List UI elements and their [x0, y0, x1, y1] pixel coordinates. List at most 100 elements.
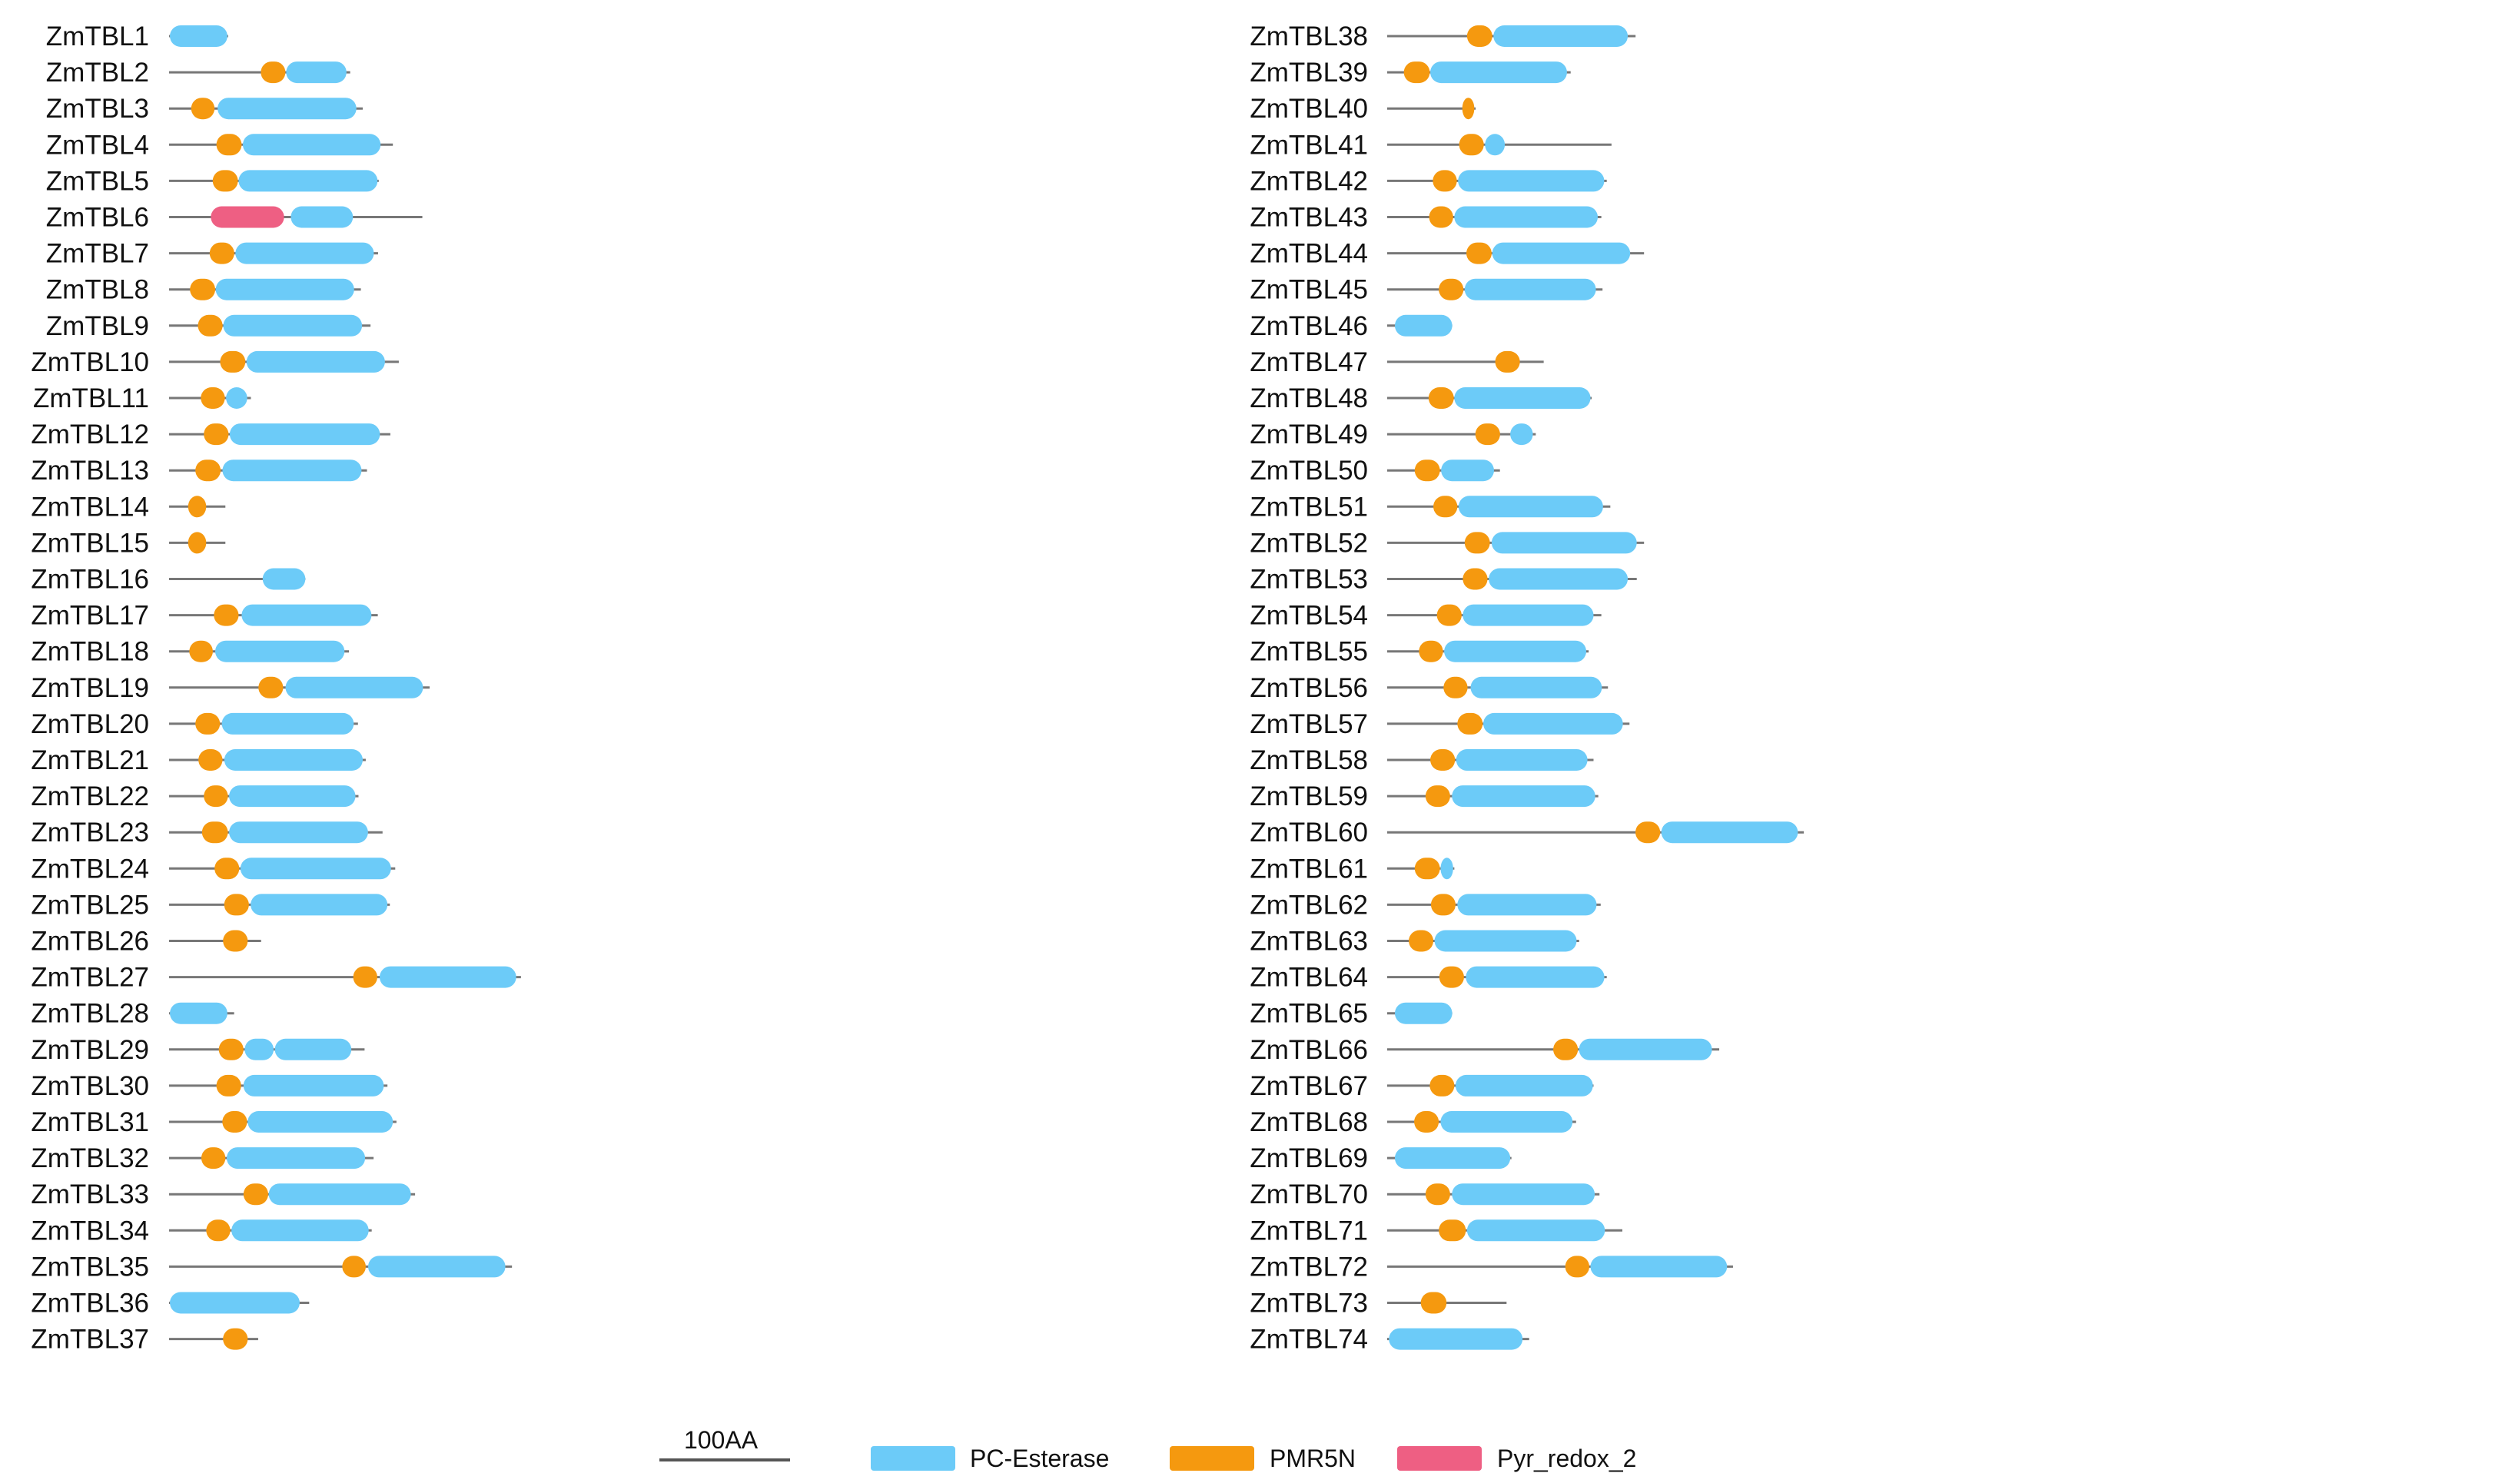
domain-pmr5n [1443, 676, 1468, 698]
protein-row-zmtbl14: ZmTBL14 [31, 492, 226, 522]
domain-pmr5n [258, 676, 284, 698]
protein-row-zmtbl9: ZmTBL9 [46, 311, 371, 341]
domain-pc-esterase [1590, 1256, 1728, 1278]
protein-row-zmtbl62: ZmTBL62 [1250, 890, 1601, 920]
domain-pmr5n [198, 314, 223, 337]
domain-pc-esterase [1441, 459, 1494, 482]
protein-row-zmtbl7: ZmTBL7 [46, 239, 378, 269]
domain-pmr5n [1466, 25, 1492, 47]
protein-label: ZmTBL46 [1250, 311, 1368, 341]
protein-label: ZmTBL24 [31, 854, 149, 884]
domain-pc-esterase [1440, 858, 1453, 880]
legend-label-pc-esterase: PC-Esterase [970, 1445, 1109, 1472]
protein-label: ZmTBL38 [1250, 22, 1368, 51]
protein-row-zmtbl31: ZmTBL31 [31, 1107, 397, 1137]
protein-label: ZmTBL8 [46, 275, 149, 305]
legend-item-pyr-redox-2: Pyr_redox_2 [1397, 1445, 1636, 1472]
protein-row-zmtbl38: ZmTBL38 [1250, 22, 1636, 51]
domain-pc-esterase [1492, 242, 1631, 264]
domain-pc-esterase [286, 61, 347, 84]
domain-pc-esterase [1394, 1147, 1511, 1169]
protein-label: ZmTBL35 [31, 1252, 149, 1282]
legend-label-pyr-redox-2: Pyr_redox_2 [1497, 1445, 1636, 1472]
protein-row-zmtbl16: ZmTBL16 [31, 565, 306, 595]
protein-row-zmtbl12: ZmTBL12 [31, 420, 390, 450]
domain-pmr5n [209, 242, 234, 264]
domain-pmr5n [189, 640, 213, 662]
protein-row-zmtbl58: ZmTBL58 [1250, 745, 1594, 775]
protein-label: ZmTBL49 [1250, 420, 1368, 450]
domain-pc-esterase [247, 1111, 393, 1133]
protein-label: ZmTBL47 [1250, 347, 1368, 377]
protein-label: ZmTBL25 [31, 890, 149, 920]
protein-label: ZmTBL48 [1250, 383, 1368, 413]
domain-pmr5n [1403, 61, 1430, 84]
protein-row-zmtbl51: ZmTBL51 [1250, 492, 1611, 522]
domain-pc-esterase [240, 858, 391, 880]
domain-pc-esterase [241, 604, 372, 626]
domain-pmr5n [1433, 170, 1457, 192]
protein-label: ZmTBL7 [46, 239, 149, 269]
domain-pc-esterase [368, 1256, 506, 1278]
domain-pmr5n [222, 1111, 247, 1133]
protein-row-zmtbl26: ZmTBL26 [31, 927, 261, 957]
protein-row-zmtbl41: ZmTBL41 [1250, 130, 1612, 160]
protein-label: ZmTBL2 [46, 58, 149, 88]
protein-row-zmtbl56: ZmTBL56 [1250, 673, 1609, 703]
protein-row-zmtbl61: ZmTBL61 [1250, 854, 1455, 884]
domain-pc-esterase [1457, 894, 1597, 916]
protein-label: ZmTBL11 [33, 383, 149, 413]
protein-row-zmtbl64: ZmTBL64 [1250, 963, 1607, 993]
domain-pc-esterase [170, 25, 227, 47]
protein-label: ZmTBL5 [46, 166, 149, 196]
protein-label: ZmTBL56 [1250, 673, 1368, 703]
protein-label: ZmTBL42 [1250, 166, 1368, 196]
legend-swatch-pc-esterase [871, 1446, 955, 1471]
protein-row-zmtbl23: ZmTBL23 [31, 818, 383, 848]
domain-pmr5n [214, 858, 240, 880]
protein-label: ZmTBL17 [31, 601, 149, 631]
domain-pmr5n [1475, 423, 1500, 446]
protein-label: ZmTBL69 [1250, 1143, 1368, 1173]
protein-label: ZmTBL30 [31, 1071, 149, 1101]
domain-pmr5n [204, 423, 229, 446]
protein-label: ZmTBL72 [1250, 1252, 1368, 1282]
protein-row-zmtbl29: ZmTBL29 [31, 1035, 365, 1065]
domain-pmr5n [1635, 821, 1661, 844]
domain-pmr5n [1414, 858, 1440, 880]
domain-pc-esterase [1483, 712, 1623, 735]
protein-row-zmtbl15: ZmTBL15 [31, 528, 226, 558]
domain-pc-esterase [1485, 134, 1506, 156]
protein-row-zmtbl21: ZmTBL21 [31, 745, 366, 775]
domain-pmr5n [204, 785, 228, 808]
domain-pc-esterase [229, 785, 356, 808]
domain-pmr5n [353, 966, 377, 988]
domain-pc-esterase [1389, 1328, 1523, 1350]
protein-row-zmtbl33: ZmTBL33 [31, 1179, 416, 1209]
protein-row-zmtbl49: ZmTBL49 [1250, 420, 1536, 450]
protein-row-zmtbl54: ZmTBL54 [1250, 601, 1602, 631]
protein-row-zmtbl65: ZmTBL65 [1250, 999, 1453, 1029]
domain-pmr5n [218, 1038, 244, 1060]
domain-pc-esterase [1454, 387, 1591, 409]
domain-pmr5n [201, 1147, 226, 1169]
domain-pc-esterase [1394, 314, 1453, 337]
domain-pmr5n [1436, 604, 1462, 626]
protein-label: ZmTBL16 [31, 565, 149, 595]
domain-pc-esterase [243, 1074, 384, 1096]
protein-label: ZmTBL9 [46, 311, 149, 341]
domain-pc-esterase [1466, 966, 1605, 988]
domain-pmr5n [201, 387, 225, 409]
protein-label: ZmTBL29 [31, 1035, 149, 1065]
protein-label: ZmTBL52 [1250, 528, 1368, 558]
protein-label: ZmTBL23 [31, 818, 149, 848]
domain-pmr5n [223, 1328, 248, 1350]
protein-row-zmtbl19: ZmTBL19 [31, 673, 430, 703]
domain-pmr5n [201, 821, 228, 844]
protein-label: ZmTBL65 [1250, 999, 1368, 1029]
protein-label: ZmTBL12 [31, 420, 149, 450]
protein-row-zmtbl47: ZmTBL47 [1250, 347, 1544, 377]
domain-pc-esterase [215, 640, 345, 662]
protein-label: ZmTBL40 [1250, 94, 1368, 124]
